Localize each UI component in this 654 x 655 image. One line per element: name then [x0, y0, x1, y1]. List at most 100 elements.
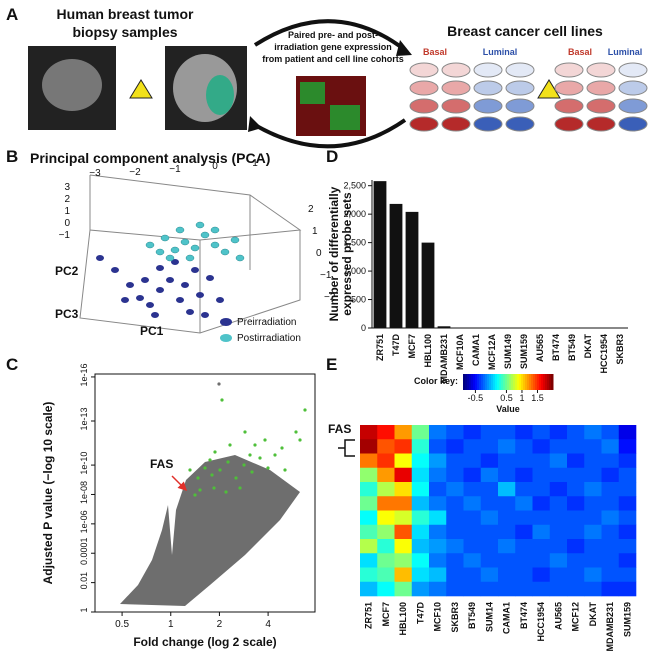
bar	[405, 211, 419, 328]
heat-cell	[377, 439, 395, 454]
heat-cell	[498, 425, 516, 440]
pca-point	[175, 226, 185, 234]
sig-point	[213, 450, 217, 454]
heat-cell	[601, 425, 620, 440]
heat-cell	[446, 524, 464, 540]
heat-cell	[394, 453, 413, 469]
pca-point	[126, 282, 134, 288]
heat-cell	[411, 539, 430, 554]
key-gradient	[539, 374, 542, 390]
legend-label: Preirradiation	[237, 317, 296, 328]
panel-label: E	[326, 355, 337, 374]
heat-cell	[360, 553, 378, 568]
sig-point	[193, 493, 197, 497]
arrow	[254, 118, 407, 149]
pca-point	[151, 312, 159, 318]
heat-cell	[429, 453, 447, 469]
heat-cell	[377, 482, 395, 497]
heat-cell	[377, 425, 395, 440]
key-gradient	[485, 374, 488, 390]
sig-point	[263, 438, 267, 442]
heat-cell	[411, 467, 430, 483]
key-gradient	[533, 374, 536, 390]
y-tick-label: 2,000	[343, 209, 366, 219]
pca-box	[89, 174, 302, 241]
cell-dish	[441, 62, 471, 78]
heat-cell	[549, 482, 568, 497]
heat-cell	[446, 482, 464, 497]
x-tick-label: DKAT	[583, 333, 593, 358]
tick-label: −1	[59, 230, 71, 241]
heat-cell	[618, 553, 637, 568]
heat-cell	[411, 453, 430, 469]
cell-dish	[618, 62, 648, 78]
panel-label: B	[6, 147, 18, 166]
group-label: Luminal	[483, 47, 518, 57]
sig-point	[212, 486, 216, 490]
sig-point	[298, 438, 302, 442]
heat-cell	[515, 496, 533, 511]
heat-cell	[394, 510, 413, 526]
x-tick-label: AU565	[535, 334, 545, 362]
heat-cell	[498, 496, 516, 511]
heat-cell	[567, 539, 585, 554]
key-gradient	[465, 374, 468, 390]
heat-cell	[429, 510, 447, 526]
heat-cell	[480, 496, 499, 511]
heat-cell	[360, 539, 378, 554]
column-label: DKAT	[588, 601, 598, 626]
cell-dish	[586, 62, 616, 78]
heat-cell	[377, 567, 395, 583]
heat-cell	[567, 439, 585, 454]
heat-cell	[532, 553, 551, 568]
heat-cell	[394, 581, 413, 597]
heat-cell	[618, 496, 637, 511]
heat-cell	[446, 510, 464, 526]
heat-cell	[567, 467, 585, 483]
key-gradient	[535, 374, 538, 390]
heat-cell	[411, 567, 430, 583]
y-tick-label: 2,500	[343, 181, 366, 191]
heat-cell	[463, 539, 482, 554]
tick-label: −3	[89, 168, 101, 179]
cell-dish	[505, 116, 535, 132]
tick-label: 0	[316, 248, 322, 259]
x-tick-label: HBL100	[423, 334, 433, 368]
heat-cell	[394, 482, 413, 497]
heat-cell	[584, 510, 602, 526]
x-tick-label: ZR751	[375, 334, 385, 361]
key-gradient	[511, 374, 514, 390]
pca-point	[155, 248, 165, 256]
pca-point	[96, 255, 104, 261]
heat-cell	[515, 581, 533, 597]
key-gradient	[523, 374, 526, 390]
pca-point	[185, 254, 195, 262]
y-tick-label: 0.0001	[79, 537, 89, 565]
heat-cell	[549, 425, 568, 440]
heat-cell	[549, 496, 568, 511]
key-gradient	[549, 374, 552, 390]
sig-point	[280, 446, 284, 450]
heat-cell	[601, 482, 620, 497]
x-tick-label: T47D	[391, 334, 401, 357]
heat-cell	[446, 496, 464, 511]
y-tick-label: 1	[79, 607, 89, 612]
heat-cell	[498, 467, 516, 483]
pca-point	[180, 238, 190, 246]
key-gradient	[481, 374, 484, 390]
pca-point	[156, 265, 164, 271]
heat-cell	[601, 510, 620, 526]
heat-cell	[360, 567, 378, 583]
heat-cell	[463, 553, 482, 568]
sig-point	[210, 473, 214, 477]
x-tick-label: 4	[265, 619, 271, 630]
heat-cell	[480, 510, 499, 526]
radiation-icon	[537, 79, 561, 99]
heat-cell	[498, 567, 516, 583]
heat-cell	[498, 553, 516, 568]
heat-cell	[394, 539, 413, 554]
heat-cell	[446, 467, 464, 483]
heat-cell	[549, 467, 568, 483]
heat-cell	[394, 439, 413, 454]
group-label: Basal	[423, 47, 447, 57]
